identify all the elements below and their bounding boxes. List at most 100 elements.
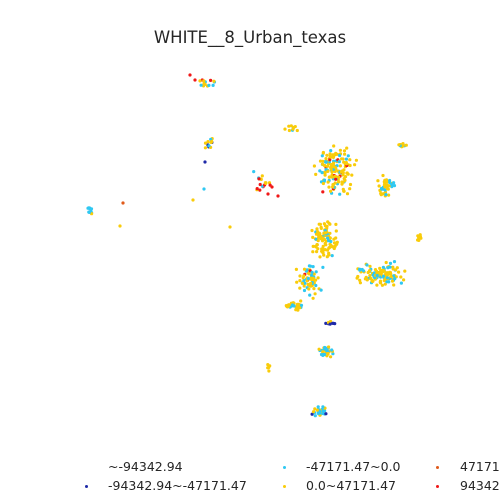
- map-point: [318, 159, 323, 163]
- map-point: [338, 153, 342, 158]
- map-point: [345, 146, 349, 150]
- map-point: [266, 192, 270, 196]
- map-point: [358, 281, 362, 285]
- map-point: [383, 282, 387, 286]
- map-point: [328, 322, 332, 326]
- map-point: [348, 182, 353, 187]
- map-point: [392, 184, 397, 188]
- map-point: [276, 194, 280, 198]
- map-point: [354, 158, 358, 162]
- map-point: [307, 287, 311, 291]
- map-point: [388, 180, 392, 185]
- map-point: [318, 232, 322, 236]
- map-point: [319, 288, 323, 292]
- map-point: [345, 171, 349, 175]
- map-point: [267, 181, 272, 185]
- map-point: [356, 274, 360, 279]
- map-point: [298, 274, 302, 278]
- map-point: [380, 283, 384, 287]
- map-point: [334, 222, 338, 226]
- map-point: [203, 141, 208, 145]
- map-point: [209, 78, 213, 82]
- map-point: [315, 250, 319, 254]
- map-point: [321, 181, 325, 186]
- map-point: [311, 235, 315, 239]
- map-point: [287, 128, 291, 133]
- map-point: [386, 272, 390, 276]
- map-point: [311, 244, 315, 248]
- map-point: [350, 173, 354, 177]
- map-point: [342, 149, 347, 153]
- map-point: [390, 279, 395, 283]
- map-point: [317, 347, 321, 351]
- map-point: [328, 152, 332, 156]
- map-point: [385, 280, 389, 284]
- map-point: [385, 276, 389, 280]
- map-point: [404, 143, 408, 147]
- map-point: [316, 239, 320, 243]
- map-point: [316, 276, 320, 280]
- map-point: [331, 245, 335, 249]
- map-point: [321, 190, 325, 194]
- map-point: [334, 152, 338, 157]
- map-point: [314, 270, 318, 274]
- map-point: [209, 140, 213, 144]
- map-point: [326, 236, 330, 240]
- map-point: [390, 183, 394, 187]
- map-point: [346, 154, 350, 158]
- map-point: [386, 187, 390, 191]
- map-point: [306, 276, 310, 281]
- map-point: [321, 409, 325, 413]
- map-point: [121, 201, 125, 205]
- map-point: [302, 278, 306, 283]
- map-point: [316, 405, 320, 409]
- map-point: [331, 321, 335, 325]
- map-point: [203, 160, 207, 164]
- legend-label-4: 0.0~47171.47: [306, 478, 396, 493]
- map-point: [399, 281, 403, 285]
- map-point: [399, 275, 403, 279]
- legend-marker-6: [436, 485, 439, 488]
- map-point: [321, 151, 325, 155]
- map-point: [380, 270, 384, 274]
- map-point: [318, 255, 322, 259]
- map-point: [332, 237, 336, 241]
- map-point: [324, 231, 328, 235]
- legend-label-1: ~-94342.94: [108, 459, 183, 474]
- map-point: [329, 149, 333, 153]
- legend-label-3: -47171.47~0.0: [306, 459, 401, 474]
- map-point: [384, 193, 388, 197]
- map-point: [301, 276, 305, 280]
- map-point: [309, 281, 313, 285]
- map-point: [319, 226, 323, 230]
- map-point: [203, 146, 207, 150]
- map-point: [317, 235, 321, 239]
- map-point: [298, 286, 302, 290]
- map-point: [330, 170, 334, 174]
- map-point: [255, 187, 259, 191]
- map-point: [299, 299, 303, 303]
- map-point: [324, 243, 328, 247]
- map-point: [323, 224, 327, 228]
- map-point: [342, 189, 346, 193]
- map-point: [388, 261, 393, 265]
- map-point: [373, 268, 378, 272]
- map-point: [326, 351, 330, 356]
- map-point: [298, 279, 302, 283]
- map-point: [329, 239, 333, 244]
- map-point: [379, 186, 384, 191]
- map-point: [314, 232, 319, 236]
- map-point: [316, 230, 320, 234]
- map-point: [321, 159, 325, 163]
- map-point: [325, 153, 329, 157]
- map-point: [228, 225, 232, 229]
- map-point: [330, 254, 334, 258]
- map-point: [87, 206, 91, 210]
- map-point: [287, 124, 291, 128]
- map-point: [331, 352, 335, 356]
- map-point: [329, 167, 333, 171]
- map-point: [315, 243, 319, 247]
- map-point: [339, 170, 343, 174]
- map-point: [291, 127, 295, 131]
- map-point: [337, 180, 341, 184]
